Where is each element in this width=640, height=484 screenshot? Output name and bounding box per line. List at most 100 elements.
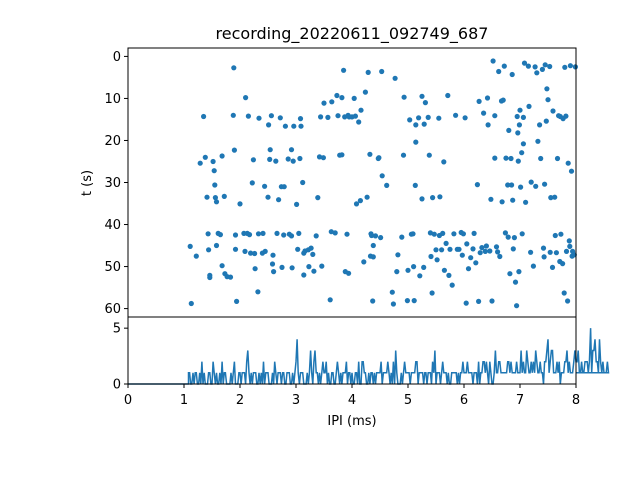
spike-point — [256, 115, 262, 121]
spike-point — [352, 113, 358, 119]
spike-point — [493, 244, 500, 250]
spike-point — [212, 195, 218, 201]
spike-point — [495, 249, 501, 255]
spike-point — [537, 122, 543, 128]
spike-point — [262, 183, 268, 189]
spike-point — [502, 230, 508, 236]
spike-point — [370, 298, 376, 304]
spike-point — [456, 246, 462, 252]
spike-point — [300, 179, 306, 186]
spike-point — [394, 269, 400, 275]
spike-point — [384, 182, 390, 188]
spike-point — [306, 264, 312, 270]
spike-point — [421, 121, 427, 127]
spike-point — [308, 245, 314, 251]
spike-point — [496, 68, 502, 75]
spike-point — [281, 184, 287, 190]
spike-point — [417, 273, 423, 279]
spike-point — [318, 114, 324, 120]
spike-point — [544, 86, 550, 92]
spike-point — [250, 157, 256, 163]
spike-point — [344, 231, 350, 237]
spike-point — [463, 300, 469, 306]
spike-point — [411, 264, 417, 270]
spike-point — [246, 232, 253, 238]
spike-point — [291, 123, 297, 129]
spike-point — [436, 115, 442, 121]
spike-point — [230, 112, 236, 118]
spike-point — [400, 152, 407, 158]
spike-point — [563, 113, 569, 119]
spike-point — [255, 289, 261, 295]
spike-point — [541, 254, 547, 260]
spike-point — [268, 113, 274, 119]
spike-point — [364, 194, 370, 200]
spike-point — [490, 58, 496, 64]
spike-point — [460, 231, 466, 237]
spike-point — [520, 114, 527, 120]
spike-point — [315, 195, 321, 201]
spike-point — [431, 231, 437, 237]
spike-point — [563, 248, 570, 254]
spike-point — [187, 243, 193, 249]
spike-point — [479, 245, 485, 251]
spike-point — [562, 64, 568, 70]
spike-point — [453, 112, 459, 118]
x-tick-label: 7 — [516, 393, 524, 408]
spike-point — [526, 103, 532, 109]
spike-point — [484, 95, 491, 101]
spike-point — [404, 298, 410, 304]
spike-point — [346, 270, 352, 276]
spike-point — [290, 158, 296, 164]
spike-point — [213, 199, 220, 205]
spike-point — [554, 155, 561, 162]
spike-point — [507, 271, 513, 277]
spike-point — [520, 141, 527, 147]
spike-point — [267, 147, 273, 153]
spike-point — [211, 168, 217, 174]
histogram-x-ticks: 0 1 2 3 4 5 6 7 8 — [124, 384, 580, 408]
spike-point — [401, 94, 407, 100]
spike-point — [358, 107, 364, 113]
spike-point — [267, 156, 273, 162]
spike-point — [419, 196, 425, 202]
spike-point — [517, 107, 523, 113]
spike-point — [390, 301, 396, 307]
spike-point — [552, 232, 558, 239]
spike-point — [492, 155, 498, 161]
spike-point — [548, 195, 554, 201]
spike-point — [446, 272, 452, 278]
spike-point — [310, 251, 316, 257]
spike-point — [276, 197, 282, 203]
spike-point — [532, 64, 538, 70]
spike-point — [510, 197, 516, 203]
spike-point — [509, 182, 515, 188]
y-tick-label: 30 — [104, 176, 121, 191]
spike-point — [296, 230, 302, 236]
spike-point — [298, 123, 304, 129]
spike-point — [221, 193, 227, 199]
spike-point — [528, 179, 534, 185]
spike-point — [426, 152, 432, 158]
spike-point — [459, 252, 465, 258]
spike-point — [543, 118, 549, 124]
spike-point — [515, 130, 521, 136]
spike-point — [443, 240, 449, 246]
spike-point — [289, 265, 295, 271]
spike-point — [201, 113, 207, 120]
spike-point — [219, 263, 225, 269]
spike-point — [425, 114, 431, 120]
histogram-x-axis-label: IPI (ms) — [327, 414, 376, 429]
raster-panel: 0 10 20 30 40 50 60 t (s) — [80, 47, 579, 318]
spike-point — [538, 155, 544, 162]
spike-point — [549, 264, 556, 270]
spike-point — [489, 298, 495, 304]
spike-point — [515, 158, 521, 164]
spike-point — [558, 231, 564, 237]
spike-point — [260, 230, 266, 236]
spike-point — [468, 255, 474, 261]
spike-point — [519, 231, 525, 237]
